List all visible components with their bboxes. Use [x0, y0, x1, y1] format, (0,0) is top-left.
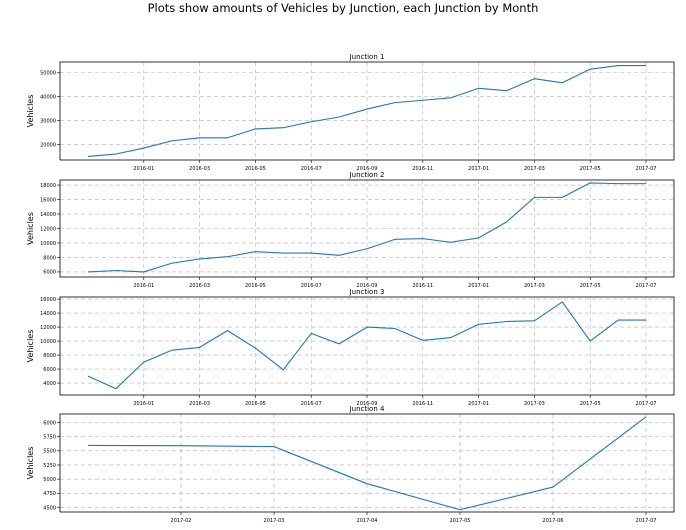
x-tick-label: 2017-01: [468, 283, 489, 289]
y-tick-label: 6000: [43, 367, 56, 373]
x-tick-label: 2016-05: [245, 166, 266, 172]
x-tick-label: 2016-11: [412, 166, 433, 172]
x-tick-label: 2017-05: [580, 166, 601, 172]
x-tick-label: 2017-03: [264, 518, 285, 524]
subplot-junction-1: 20000 30000 40000 50000 2016-01 2016-03 2016-0…: [26, 53, 675, 172]
subplot-junction-4: 4500 4750 5000 5250 5500 5750 6000 2017-02 2017-…: [26, 405, 675, 524]
x-tick-label: 2016-11: [412, 401, 433, 407]
series-line: [87, 182, 646, 273]
y-tick-label: 50000: [40, 71, 56, 77]
x-tick-label: 2016-05: [245, 283, 266, 289]
figure-title: Plots show amounts of Vehicles by Juncti…: [147, 1, 539, 15]
y-tick-label: 6000: [43, 270, 56, 276]
series-line: [87, 301, 646, 390]
x-tick-label: 2016-07: [301, 401, 322, 407]
x-tick-label: 2017-01: [468, 166, 489, 172]
subplot-title: Junction 4: [349, 405, 385, 413]
y-tick-label: 4500: [43, 505, 56, 511]
x-tick-label: 2017-07: [636, 166, 657, 172]
y-tick-label: 5500: [43, 449, 56, 455]
x-tick-label: 2016-03: [189, 401, 210, 407]
subplot-title: Junction 3: [349, 288, 385, 296]
x-tick-label: 2016-03: [189, 166, 210, 172]
x-tick-label: 2017-01: [468, 401, 489, 407]
y-tick-label: 5000: [43, 477, 56, 483]
x-tick-label: 2017-05: [450, 518, 471, 524]
x-tick-label: 2017-06: [543, 518, 564, 524]
y-axis-label: Vehicles: [26, 330, 35, 363]
x-tick-label: 2017-07: [636, 283, 657, 289]
y-axis-label: Vehicles: [26, 447, 35, 480]
y-axis-label: Vehicles: [26, 95, 35, 128]
x-tick-label: 2017-07: [636, 401, 657, 407]
subplot-junction-3: 4000 6000 8000 10000 12000 14000 16000 2016-01 2…: [26, 288, 675, 407]
y-tick-label: 14000: [40, 311, 56, 317]
y-tick-label: 12000: [40, 325, 56, 331]
x-tick-label: 2016-03: [189, 283, 210, 289]
y-tick-label: 18000: [40, 183, 56, 189]
x-tick-label: 2017-04: [357, 518, 378, 524]
y-axis-label: Vehicles: [26, 212, 35, 245]
y-tick-label: 20000: [40, 142, 56, 148]
y-tick-label: 12000: [40, 226, 56, 232]
x-tick-label: 2016-09: [357, 283, 378, 289]
x-tick-label: 2016-09: [357, 166, 378, 172]
subplot-title: Junction 2: [349, 171, 385, 179]
series-line: [87, 65, 646, 157]
x-tick-label: 2016-07: [301, 166, 322, 172]
x-tick-label: 2017-03: [524, 283, 545, 289]
x-tick-label: 2017-05: [580, 401, 601, 407]
y-tick-label: 8000: [43, 255, 56, 261]
y-tick-label: 16000: [40, 197, 56, 203]
y-tick-label: 10000: [40, 241, 56, 247]
subplot-junction-2: 6000 8000 10000 12000 14000 16000 18000 2016-01…: [26, 171, 675, 289]
y-tick-label: 40000: [40, 94, 56, 100]
x-tick-label: 2017-03: [524, 401, 545, 407]
y-tick-label: 6000: [43, 420, 56, 426]
x-tick-label: 2016-01: [133, 401, 154, 407]
x-tick-label: 2017-03: [524, 166, 545, 172]
y-tick-label: 4000: [43, 381, 56, 387]
x-tick-label: 2016-01: [133, 166, 154, 172]
x-tick-label: 2016-09: [357, 401, 378, 407]
y-tick-label: 30000: [40, 118, 56, 124]
x-tick-label: 2017-07: [636, 518, 657, 524]
subplot-title: Junction 1: [349, 53, 385, 61]
y-tick-label: 5750: [43, 434, 56, 440]
y-tick-label: 16000: [40, 297, 56, 303]
y-tick-label: 14000: [40, 212, 56, 218]
y-tick-label: 4750: [43, 491, 56, 497]
y-tick-label: 10000: [40, 339, 56, 345]
x-tick-label: 2017-05: [580, 283, 601, 289]
series-line: [87, 416, 647, 511]
x-tick-label: 2017-02: [171, 518, 192, 524]
x-tick-label: 2016-01: [133, 283, 154, 289]
x-tick-label: 2016-07: [301, 283, 322, 289]
y-tick-label: 5250: [43, 463, 56, 469]
x-tick-label: 2016-05: [245, 401, 266, 407]
y-tick-label: 8000: [43, 353, 56, 359]
x-tick-label: 2016-11: [412, 283, 433, 289]
